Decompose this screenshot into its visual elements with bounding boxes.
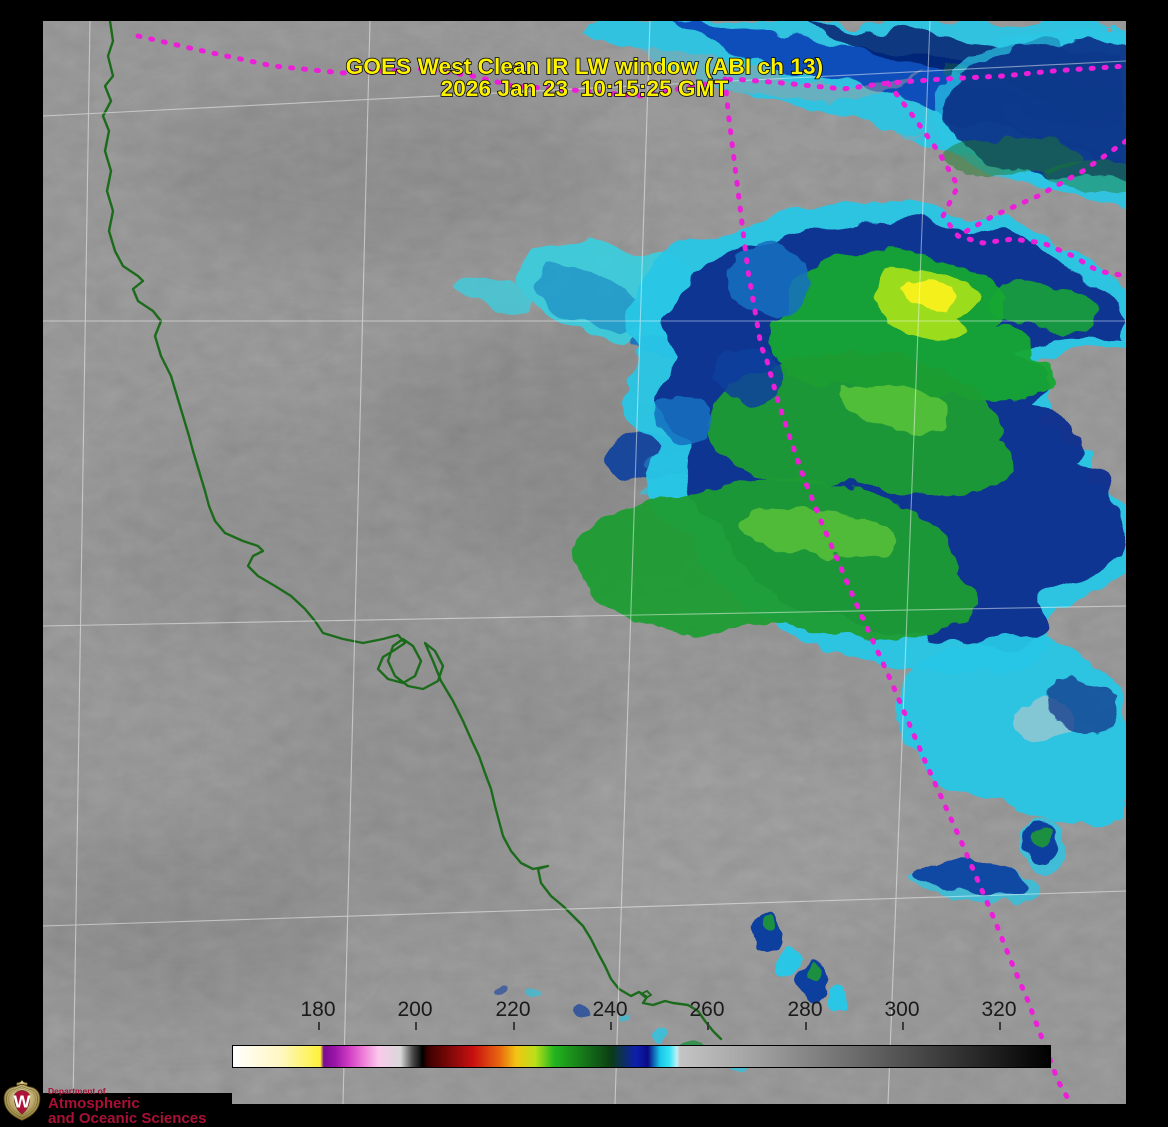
svg-text:W: W	[14, 1092, 31, 1112]
